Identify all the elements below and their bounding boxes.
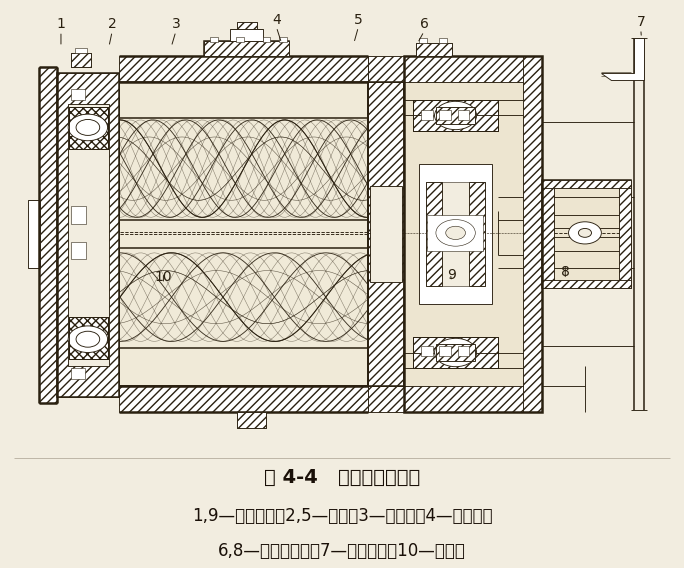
Bar <box>57 73 120 397</box>
Bar <box>619 179 631 288</box>
Bar <box>426 182 485 286</box>
Circle shape <box>568 222 601 244</box>
Bar <box>71 206 86 224</box>
Text: 10: 10 <box>155 270 172 284</box>
Bar <box>419 164 492 304</box>
Circle shape <box>434 339 477 367</box>
Bar <box>404 56 532 82</box>
Bar <box>436 344 475 361</box>
Text: 2: 2 <box>108 17 116 31</box>
Circle shape <box>436 220 475 246</box>
Bar <box>263 37 270 43</box>
Bar <box>368 56 404 82</box>
Bar <box>368 386 404 412</box>
Bar <box>436 107 475 124</box>
Bar <box>439 346 451 356</box>
Bar <box>413 100 498 131</box>
Bar <box>237 23 256 29</box>
Circle shape <box>68 114 107 141</box>
Bar <box>71 53 91 67</box>
Bar <box>69 317 108 359</box>
Bar <box>413 337 498 368</box>
Bar <box>210 37 218 43</box>
Bar <box>404 386 532 412</box>
Bar <box>404 82 523 386</box>
Bar <box>439 110 451 120</box>
Bar <box>542 179 631 288</box>
Bar <box>204 41 289 56</box>
Bar <box>204 41 289 56</box>
Bar <box>421 110 432 120</box>
Bar <box>416 43 452 56</box>
Bar <box>413 100 498 131</box>
Bar <box>69 107 108 149</box>
Bar <box>237 412 267 428</box>
Circle shape <box>68 326 107 353</box>
Bar <box>421 346 432 356</box>
Bar <box>542 179 554 288</box>
Bar <box>69 317 108 359</box>
Bar <box>231 29 263 41</box>
Bar <box>419 38 428 43</box>
Text: 6,8—对增速齿轮；7—驱动主轴；10—阳螺杆: 6,8—对增速齿轮；7—驱动主轴；10—阳螺杆 <box>218 542 466 560</box>
Bar <box>237 412 267 428</box>
Bar <box>69 107 108 149</box>
Bar <box>68 105 109 366</box>
Text: 6: 6 <box>420 17 428 31</box>
Bar <box>119 56 368 82</box>
Bar <box>28 199 40 268</box>
Text: 1: 1 <box>57 17 66 31</box>
Bar <box>57 73 120 397</box>
Bar <box>458 346 469 356</box>
Circle shape <box>76 331 100 347</box>
Bar <box>237 23 256 29</box>
Circle shape <box>444 345 467 361</box>
Bar <box>523 56 542 412</box>
Bar <box>413 337 498 368</box>
Bar <box>469 182 485 286</box>
Bar <box>119 82 368 386</box>
Bar <box>439 38 447 43</box>
Text: 4: 4 <box>272 13 280 27</box>
Bar <box>542 280 631 288</box>
Bar <box>119 386 368 412</box>
Text: 1,9—滚动轴承；2,5—端盖；3—阴螺杆；4—汽缸体；: 1,9—滚动轴承；2,5—端盖；3—阴螺杆；4—汽缸体； <box>192 507 492 524</box>
Bar <box>368 82 404 386</box>
Bar <box>426 182 443 286</box>
Text: 7: 7 <box>636 15 645 29</box>
Bar <box>370 186 402 282</box>
Polygon shape <box>601 38 644 80</box>
Text: 9: 9 <box>447 268 456 282</box>
Bar <box>416 43 452 56</box>
Text: 5: 5 <box>354 13 363 27</box>
Circle shape <box>434 101 477 130</box>
Bar <box>279 37 287 43</box>
Circle shape <box>444 107 467 123</box>
Bar <box>458 110 469 120</box>
Bar <box>38 67 57 403</box>
Bar <box>404 56 542 412</box>
Circle shape <box>579 228 592 237</box>
Bar <box>75 48 88 53</box>
Circle shape <box>76 119 100 135</box>
Bar <box>368 82 404 386</box>
Text: 图 4-4   喷油螺杆压缩机: 图 4-4 喷油螺杆压缩机 <box>264 468 420 487</box>
Bar <box>236 37 244 43</box>
Circle shape <box>446 226 465 240</box>
Bar <box>428 215 483 250</box>
Text: 8: 8 <box>561 265 570 279</box>
Bar <box>71 89 85 100</box>
Bar <box>542 179 631 187</box>
Bar <box>71 242 86 260</box>
Bar <box>71 53 91 67</box>
Bar <box>71 368 85 379</box>
Text: 3: 3 <box>172 17 181 31</box>
